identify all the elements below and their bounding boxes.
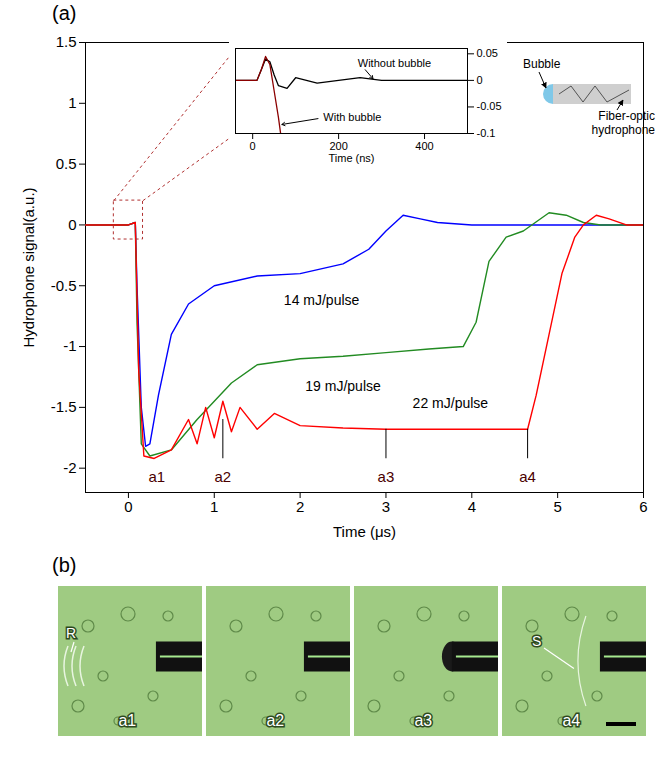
svg-text:-1.5: -1.5 — [51, 398, 77, 415]
svg-text:2: 2 — [296, 498, 304, 515]
svg-text:1: 1 — [68, 94, 76, 111]
svg-text:0: 0 — [477, 74, 483, 86]
svg-text:14 mJ/pulse: 14 mJ/pulse — [284, 292, 360, 308]
svg-text:19 mJ/pulse: 19 mJ/pulse — [305, 378, 381, 394]
html-text:(a): (a) — [52, 2, 77, 24]
svg-text:a3: a3 — [414, 712, 432, 729]
svg-text:0.05: 0.05 — [477, 47, 498, 59]
svg-text:400: 400 — [415, 140, 433, 152]
svg-text:Without bubble: Without bubble — [358, 57, 431, 69]
svg-text:4: 4 — [468, 498, 476, 515]
svg-text:a2: a2 — [266, 712, 284, 729]
svg-text:a4: a4 — [562, 712, 580, 729]
svg-text:Time (ns): Time (ns) — [328, 152, 374, 164]
svg-text:3: 3 — [382, 498, 390, 515]
svg-text:S: S — [532, 633, 541, 649]
svg-text:-0.1: -0.1 — [477, 127, 496, 139]
svg-text:22 mJ/pulse: 22 mJ/pulse — [413, 395, 489, 411]
svg-text:Fiber-optichydrophone: Fiber-optichydrophone — [592, 109, 656, 137]
svg-text:(b): (b) — [52, 554, 76, 576]
svg-text:-0.5: -0.5 — [51, 277, 77, 294]
svg-text:1: 1 — [210, 498, 218, 515]
svg-text:6: 6 — [639, 498, 647, 515]
svg-text:5: 5 — [553, 498, 561, 515]
svg-text:0: 0 — [68, 216, 76, 233]
svg-text:-1: -1 — [63, 337, 76, 354]
svg-text:a4: a4 — [519, 468, 536, 485]
svg-text:Bubble: Bubble — [523, 57, 561, 71]
svg-text:a3: a3 — [378, 468, 395, 485]
svg-text:Time (μs): Time (μs) — [333, 523, 396, 540]
svg-text:200: 200 — [329, 140, 347, 152]
svg-text:0: 0 — [250, 140, 256, 152]
svg-text:Hydrophone signal(a.u.): Hydrophone signal(a.u.) — [20, 187, 37, 347]
svg-text:-0.05: -0.05 — [477, 100, 502, 112]
svg-text:1.5: 1.5 — [56, 33, 77, 50]
svg-text:a1: a1 — [118, 712, 136, 729]
svg-text:0.5: 0.5 — [56, 155, 77, 172]
svg-text:0: 0 — [124, 498, 132, 515]
svg-text:R: R — [66, 625, 76, 641]
svg-text:a2: a2 — [215, 468, 232, 485]
svg-text:-2: -2 — [63, 459, 76, 476]
svg-text:With bubble: With bubble — [323, 111, 381, 123]
svg-text:a1: a1 — [148, 468, 165, 485]
